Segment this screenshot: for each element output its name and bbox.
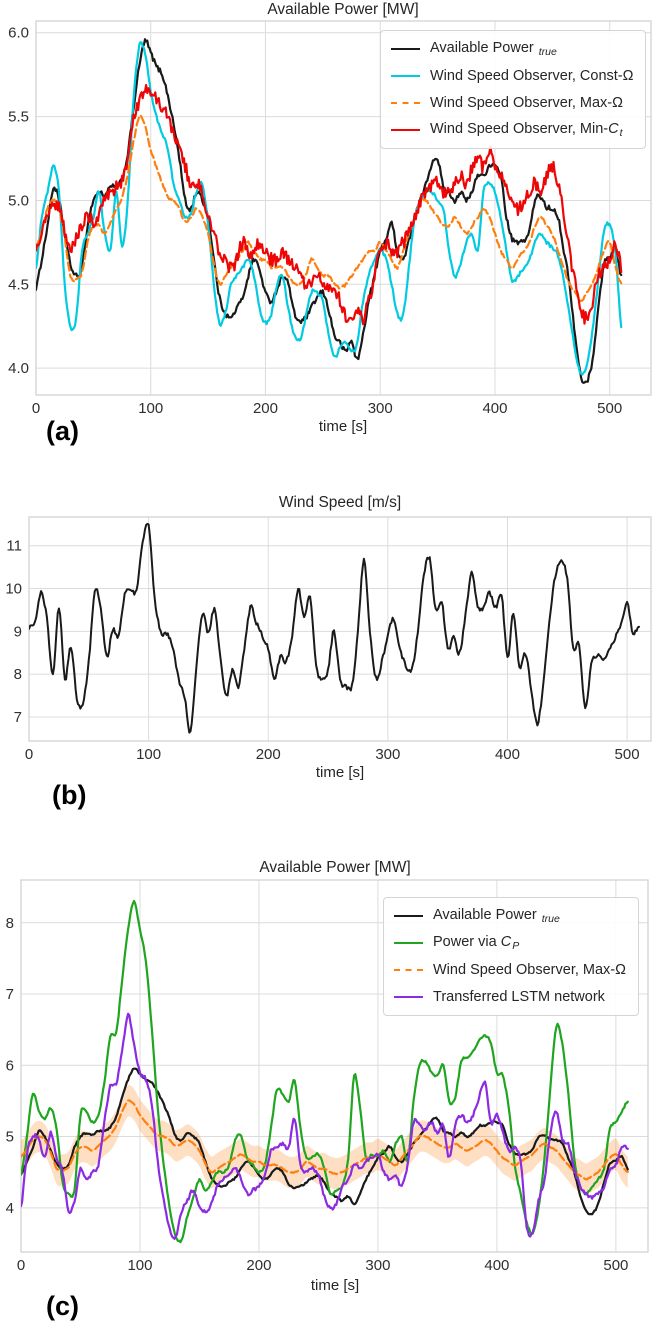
- x-tick-label: 0: [17, 1257, 25, 1274]
- axes-frame: [35, 20, 652, 396]
- x-tick-label: 400: [484, 1257, 509, 1274]
- y-tick-label: 6: [6, 1057, 14, 1074]
- legend-line-swatch: [394, 996, 423, 998]
- x-tick-label: 0: [32, 400, 40, 417]
- legend-entry: Available Power true: [391, 38, 633, 60]
- series-line-transferred-lstm-network: [21, 1012, 629, 1240]
- chart-a-xlabel: time [s]: [318, 418, 368, 435]
- axes-frame: [20, 879, 649, 1253]
- x-tick-label: 500: [597, 400, 622, 417]
- legend-line-swatch: [391, 75, 420, 77]
- chart-a-sublabel: (a): [46, 416, 79, 446]
- x-tick-label: 300: [375, 746, 400, 763]
- legend-line-swatch: [394, 969, 423, 971]
- x-tick-label: 500: [603, 1257, 628, 1274]
- chart-c: 0 100 200 300 400 500 4 5 6 7 8: [6, 879, 649, 1274]
- y-tick-label: 8: [6, 915, 14, 932]
- axes-frame: [28, 516, 652, 742]
- legend-line-swatch: [391, 129, 420, 131]
- y-tick-label: 10: [5, 581, 22, 598]
- chart-c-xlabel: time [s]: [310, 1277, 360, 1294]
- series-line-available-power-true: [21, 1067, 629, 1216]
- legend-label: Available Power true: [433, 907, 560, 925]
- y-tick-label: 4.5: [8, 276, 29, 293]
- chart-b-xlabel: time [s]: [315, 764, 365, 781]
- legend-line-swatch: [394, 942, 423, 944]
- y-tick-label: 9: [14, 623, 22, 640]
- legend-entry: Power via CP: [394, 932, 626, 954]
- x-tick-label: 300: [368, 400, 393, 417]
- x-tick-label: 100: [138, 400, 163, 417]
- x-tick-label: 200: [256, 746, 281, 763]
- legend-entry: Wind Speed Observer, Const-Ω: [391, 65, 633, 87]
- chart-c-title: Available Power [MW]: [259, 859, 411, 876]
- legend-label: Wind Speed Observer, Const-Ω: [430, 68, 634, 84]
- legend-entry: Wind Speed Observer, Min-Ct: [391, 119, 633, 141]
- y-tick-label: 8: [14, 666, 22, 683]
- y-tick-label: 5: [6, 1129, 14, 1146]
- chart-b-title: Wind Speed [m/s]: [278, 494, 402, 511]
- x-tick-label: 200: [246, 1257, 271, 1274]
- legend-label: Wind Speed Observer, Max-Ω: [433, 962, 626, 978]
- legend-label: Wind Speed Observer, Max-Ω: [430, 95, 623, 111]
- x-tick-label: 500: [615, 746, 640, 763]
- series-line-wind-speed-observer-max-omega: [21, 1099, 629, 1181]
- x-tick-label: 100: [127, 1257, 152, 1274]
- chart-a-legend: Available Power true Wind Speed Observer,…: [380, 30, 647, 149]
- y-tick-label: 11: [6, 538, 22, 555]
- x-tick-label: 200: [253, 400, 278, 417]
- legend-label: Available Power true: [430, 40, 557, 58]
- x-tick-label: 100: [136, 746, 161, 763]
- legend-label: Wind Speed Observer, Min-Ct: [430, 121, 623, 139]
- series-line-wind-speed-observer-max-omega: [36, 114, 623, 303]
- chart-b-sublabel: (b): [52, 780, 87, 810]
- y-tick-label: 4.0: [8, 360, 29, 377]
- series-line-wind-speed-observer-min-ct: [36, 84, 623, 326]
- legend-line-swatch: [391, 48, 420, 50]
- x-tick-label: 0: [25, 746, 33, 763]
- chart-b: 0 100 200 300 400 500 7 8 9 10 11: [5, 516, 652, 763]
- series-line-wind-speed: [29, 522, 640, 734]
- x-tick-label: 400: [482, 400, 507, 417]
- y-tick-label: 7: [14, 709, 22, 726]
- legend-label: Power via CP: [433, 934, 520, 952]
- y-tick-label: 6.0: [8, 25, 29, 42]
- legend-label: Transferred LSTM network: [433, 989, 605, 1005]
- x-tick-label: 300: [365, 1257, 390, 1274]
- series-line-wind-speed-observer-const-omega: [36, 41, 623, 376]
- legend-line-swatch: [394, 915, 423, 917]
- legend-line-swatch: [391, 102, 420, 104]
- legend-entry: Wind Speed Observer, Max-Ω: [394, 959, 626, 981]
- legend-entry: Available Power true: [394, 905, 626, 927]
- y-tick-label: 7: [6, 986, 14, 1003]
- chart-c-sublabel: (c): [46, 1291, 79, 1321]
- y-tick-label: 5.0: [8, 192, 29, 209]
- chart-a-title: Available Power [MW]: [267, 1, 419, 18]
- y-tick-label: 5.5: [8, 109, 29, 126]
- y-tick-label: 4: [6, 1200, 14, 1217]
- legend-entry: Transferred LSTM network: [394, 986, 626, 1008]
- legend-entry: Wind Speed Observer, Max-Ω: [391, 92, 633, 114]
- x-tick-label: 400: [495, 746, 520, 763]
- chart-c-legend: Available Power true Power via CP Wind Spe…: [383, 897, 639, 1016]
